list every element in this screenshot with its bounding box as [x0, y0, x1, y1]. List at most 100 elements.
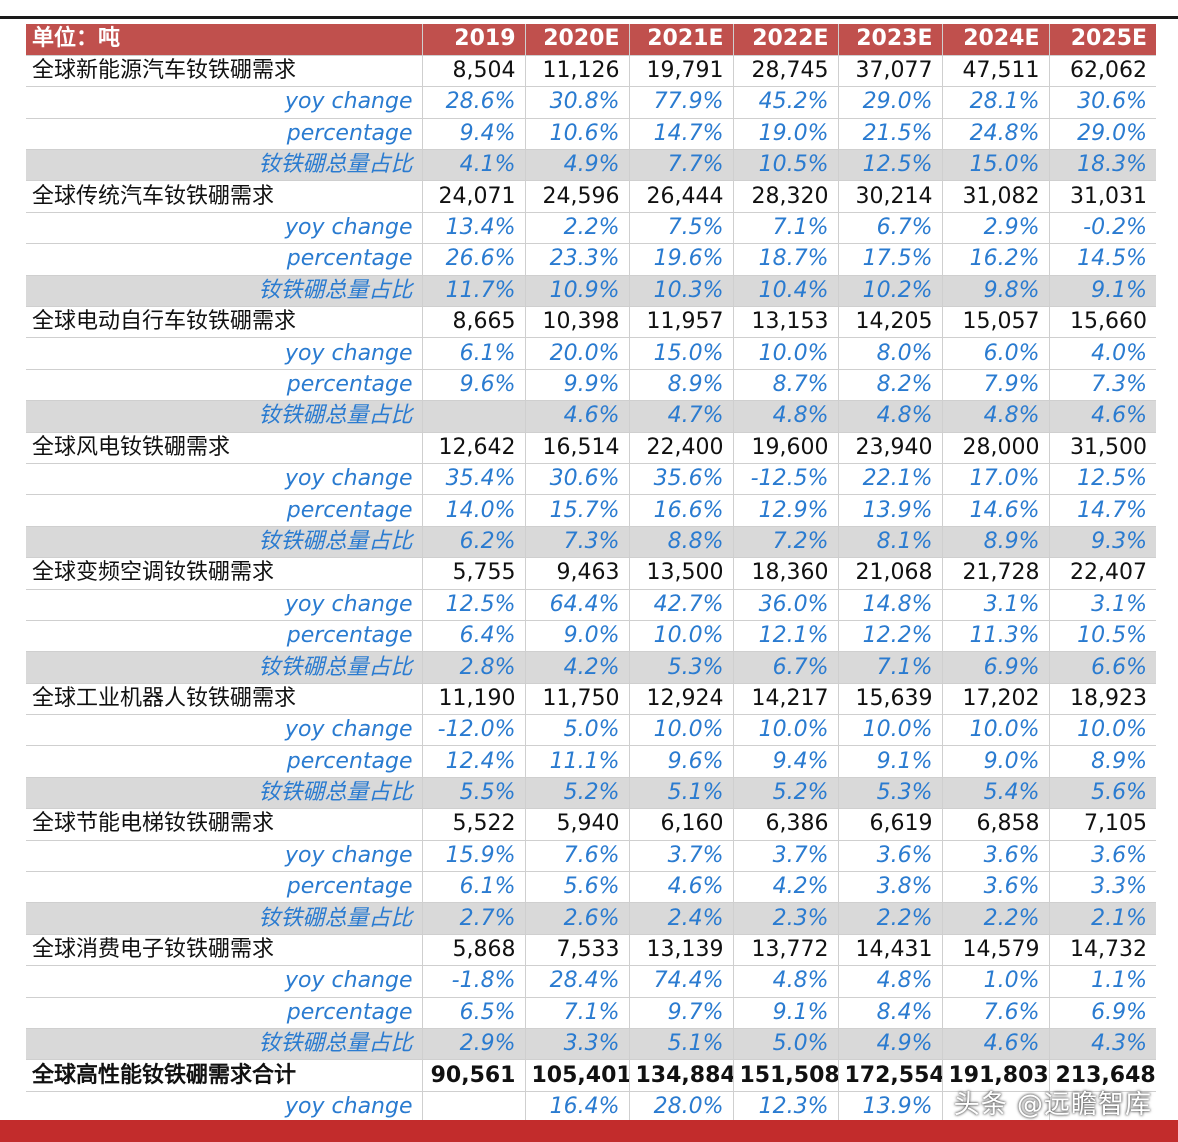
- value-cell: 12.5%: [422, 589, 526, 621]
- value-cell: 11.3%: [942, 620, 1050, 653]
- value-cell: 6.6%: [1049, 651, 1156, 684]
- value-cell: 4.7%: [629, 400, 734, 433]
- value-cell: 19,600: [733, 432, 839, 464]
- value-cell: 5.1%: [629, 777, 734, 810]
- value-cell: 18.3%: [1049, 149, 1156, 182]
- value-cell: 11.7%: [422, 275, 526, 308]
- value-cell: 23.3%: [525, 243, 630, 276]
- metric-label: 钕铁硼总量占比: [26, 149, 423, 182]
- metric-row: 钕铁硼总量占比 5.5% 5.2% 5.1% 5.2% 5.3% 5.4% 5.6%: [26, 777, 1156, 810]
- value-cell: 36.0%: [733, 589, 839, 621]
- value-cell: 47,511: [942, 55, 1050, 88]
- value-cell: 14.7%: [629, 118, 734, 151]
- year-header: 2023E: [838, 24, 943, 56]
- value-cell: 213,648: [1049, 1059, 1156, 1092]
- value-cell: 105,401: [525, 1059, 630, 1092]
- value-cell: 5.2%: [733, 777, 839, 810]
- value-cell: 12,924: [629, 683, 734, 716]
- value-cell: 18.7%: [733, 243, 839, 276]
- metric-row: percentage 6.1% 5.6% 4.6% 4.2% 3.8% 3.6% 3.3%: [26, 871, 1156, 904]
- category-label: 全球消费电子钕铁硼需求: [26, 934, 423, 967]
- category-row: 全球消费电子钕铁硼需求 5,868 7,533 13,139 13,772 14,431 1…: [26, 934, 1156, 967]
- value-cell: 10.5%: [733, 149, 839, 182]
- value-cell: 12.3%: [733, 1091, 839, 1124]
- metric-label: percentage: [26, 997, 423, 1030]
- value-cell: 10.0%: [733, 714, 839, 747]
- metric-row: 钕铁硼总量占比 2.7% 2.6% 2.4% 2.3% 2.2% 2.2% 2.1%: [26, 902, 1156, 935]
- value-cell: 10.0%: [838, 714, 943, 747]
- value-cell: 11,750: [525, 683, 630, 716]
- value-cell: 6.2%: [422, 526, 526, 559]
- value-cell: 2.7%: [422, 902, 526, 935]
- value-cell: 5.5%: [422, 777, 526, 810]
- value-cell: 7,533: [525, 934, 630, 967]
- value-cell: 14.5%: [1049, 243, 1156, 276]
- value-cell: 15,057: [942, 306, 1050, 339]
- value-cell: 2.2%: [838, 902, 943, 935]
- metric-row: yoy change 13.4% 2.2% 7.5% 7.1% 6.7% 2.9% -0.2%: [26, 212, 1156, 245]
- value-cell: 6,386: [733, 808, 839, 841]
- value-cell: 7.1%: [525, 997, 630, 1030]
- metric-label: percentage: [26, 494, 423, 527]
- value-cell: 35.4%: [422, 463, 526, 496]
- value-cell: 14.0%: [422, 494, 526, 527]
- value-cell: 26,444: [629, 180, 734, 213]
- value-cell: 21,728: [942, 557, 1050, 590]
- value-cell: 15,660: [1049, 306, 1156, 339]
- value-cell: [1049, 1091, 1156, 1124]
- value-cell: 12.9%: [733, 494, 839, 527]
- value-cell: 16.6%: [629, 494, 734, 527]
- metric-row: percentage 26.6% 23.3% 19.6% 18.7% 17.5% 16.2%…: [26, 243, 1156, 276]
- metric-label: yoy change: [26, 212, 423, 245]
- value-cell: 19.6%: [629, 243, 734, 276]
- metric-label: yoy change: [26, 840, 423, 873]
- value-cell: 20.0%: [525, 337, 630, 370]
- value-cell: 26.6%: [422, 243, 526, 276]
- value-cell: 31,082: [942, 180, 1050, 213]
- value-cell: 6.7%: [838, 212, 943, 245]
- value-cell: 15.0%: [942, 149, 1050, 182]
- value-cell: 21.5%: [838, 118, 943, 151]
- value-cell: 12.5%: [1049, 463, 1156, 496]
- value-cell: 4.6%: [629, 871, 734, 904]
- value-cell: 6.1%: [422, 871, 526, 904]
- value-cell: 9,463: [525, 557, 630, 590]
- value-cell: 15,639: [838, 683, 943, 716]
- metric-row: yoy change 35.4% 30.6% 35.6% -12.5% 22.1% 17.0…: [26, 463, 1156, 496]
- value-cell: 3.1%: [942, 589, 1050, 621]
- value-cell: 8.9%: [1049, 745, 1156, 778]
- value-cell: 17.0%: [942, 463, 1050, 496]
- value-cell: 4.8%: [733, 400, 839, 433]
- value-cell: 24,071: [422, 180, 526, 213]
- value-cell: 191,803: [942, 1059, 1050, 1092]
- value-cell: 9.1%: [838, 745, 943, 778]
- year-header: 2024E: [942, 24, 1050, 56]
- metric-label: 钕铁硼总量占比: [26, 651, 423, 684]
- metric-row: yoy change -12.0% 5.0% 10.0% 10.0% 10.0% 10.0%…: [26, 714, 1156, 747]
- metric-row: yoy change 28.6% 30.8% 77.9% 45.2% 29.0% 28.1%…: [26, 86, 1156, 119]
- value-cell: 13,500: [629, 557, 734, 590]
- value-cell: 3.6%: [838, 840, 943, 873]
- value-cell: 5.6%: [1049, 777, 1156, 810]
- value-cell: 6.7%: [733, 651, 839, 684]
- category-row: 全球电动自行车钕铁硼需求 8,665 10,398 11,957 13,153 14,20…: [26, 306, 1156, 339]
- value-cell: 3.8%: [838, 871, 943, 904]
- value-cell: 22,400: [629, 432, 734, 464]
- value-cell: 6.4%: [422, 620, 526, 653]
- value-cell: 10.3%: [629, 275, 734, 308]
- value-cell: 14,205: [838, 306, 943, 339]
- metric-label: percentage: [26, 871, 423, 904]
- value-cell: 3.6%: [942, 840, 1050, 873]
- value-cell: 21,068: [838, 557, 943, 590]
- category-row: 全球风电钕铁硼需求 12,642 16,514 22,400 19,600 23,940 2…: [26, 432, 1156, 464]
- value-cell: 4.6%: [1049, 400, 1156, 433]
- value-cell: 8.7%: [733, 369, 839, 402]
- metric-label: yoy change: [26, 589, 423, 621]
- value-cell: 4.8%: [733, 965, 839, 998]
- category-label: 全球传统汽车钕铁硼需求: [26, 180, 423, 213]
- value-cell: 28.4%: [525, 965, 630, 998]
- value-cell: 8.2%: [838, 369, 943, 402]
- value-cell: 22,407: [1049, 557, 1156, 590]
- value-cell: 23,940: [838, 432, 943, 464]
- value-cell: 14.7%: [1049, 494, 1156, 527]
